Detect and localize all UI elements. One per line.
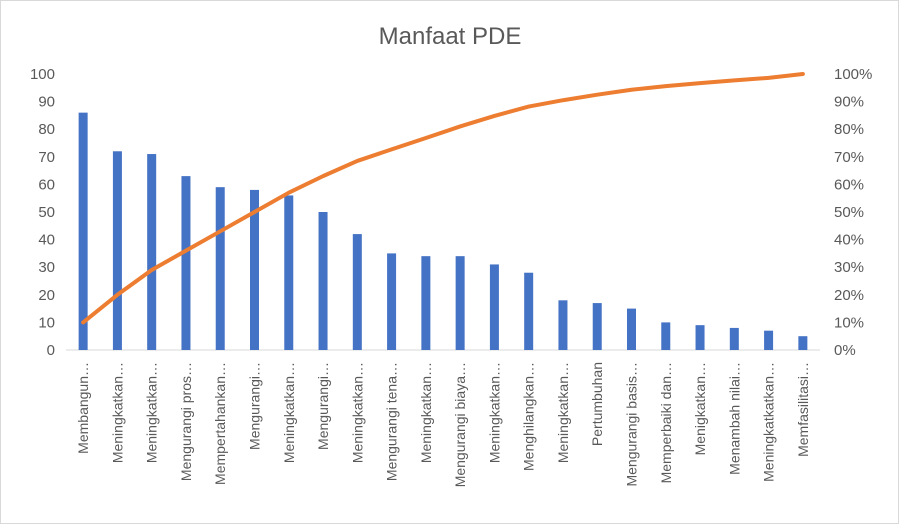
left-tick-label: 20 (38, 287, 55, 304)
left-tick-label: 100 (30, 66, 55, 83)
left-tick-label: 50 (38, 204, 55, 221)
category-label: Meningkatkan… (144, 362, 160, 463)
category-label: Mengurangi tena… (384, 362, 400, 481)
category-label: Meningkatkan… (418, 362, 434, 463)
left-axis: 0 10 20 30 40 50 60 70 80 90 100 (30, 66, 55, 359)
bar (387, 253, 397, 350)
right-axis: 0% 10% 20% 30% 40% 50% 60% 70% 80% 90% 100% (834, 66, 872, 359)
bar (78, 112, 88, 350)
bar (112, 151, 122, 350)
right-tick-label: 40% (834, 232, 864, 249)
category-label: Mengurangi biaya… (452, 362, 468, 487)
left-tick-label: 90 (38, 94, 55, 111)
bar (215, 187, 225, 350)
category-label: Memperbaiki dan… (658, 362, 674, 483)
left-tick-label: 10 (38, 314, 55, 331)
bar (524, 272, 534, 350)
left-tick-label: 60 (38, 176, 55, 193)
bar (421, 256, 431, 350)
category-label: Meningkatkan… (349, 362, 365, 463)
category-label: Meningkatkan… (281, 362, 297, 463)
bar (181, 176, 191, 350)
bar (455, 256, 465, 350)
right-tick-label: 50% (834, 204, 864, 221)
right-tick-label: 80% (834, 121, 864, 138)
bar (627, 308, 636, 350)
right-tick-label: 20% (834, 287, 864, 304)
category-label: Mengurangi… (247, 362, 263, 450)
right-tick-label: 0% (834, 342, 856, 359)
bar (284, 195, 294, 350)
right-tick-label: 90% (834, 94, 864, 111)
bar (250, 189, 259, 350)
chart-title: Manfaat PDE (379, 23, 522, 50)
left-tick-label: 0 (47, 342, 55, 359)
category-label: Meningkatkatkan… (761, 362, 777, 482)
left-tick-label: 80 (38, 121, 55, 138)
left-tick-label: 40 (38, 232, 55, 249)
category-label: Meningkatkan… (109, 362, 125, 463)
left-tick-label: 30 (38, 259, 55, 276)
right-tick-label: 60% (834, 176, 864, 193)
bar (695, 325, 705, 350)
right-tick-label: 100% (834, 66, 872, 83)
category-label: Memfasilitasi… (795, 362, 811, 457)
category-label: Menghilangkan… (521, 362, 537, 471)
category-label: Meningkatkan… (555, 362, 571, 463)
category-label: Mengurangi pros… (178, 362, 194, 481)
category-label: Menambah nilai… (726, 362, 742, 475)
bar (592, 303, 602, 350)
bar (764, 330, 774, 350)
category-label: Mempertahankan… (212, 362, 228, 485)
bar (489, 264, 499, 350)
bar (661, 322, 671, 350)
bar (318, 212, 328, 350)
category-label: Mengurangi basis… (624, 362, 640, 487)
right-tick-label: 30% (834, 259, 864, 276)
bar (729, 327, 739, 350)
cumulative-line (81, 72, 805, 325)
category-label: Meningkatkan… (486, 362, 502, 463)
bar (558, 300, 568, 350)
bar (798, 336, 808, 350)
category-label: Mengurangi… (315, 362, 331, 450)
bar (352, 234, 362, 350)
left-tick-label: 70 (38, 149, 55, 166)
category-label: Pertumbuhan (589, 362, 605, 446)
bar-series (78, 112, 808, 350)
category-labels: Membangun… Meningkatkan… Meningkatkan… Meng… (75, 362, 811, 487)
category-label: Menigkatkan… (692, 362, 708, 455)
right-tick-label: 70% (834, 149, 864, 166)
category-label: Membangun… (75, 362, 91, 454)
bar (147, 154, 157, 350)
right-tick-label: 10% (834, 314, 864, 331)
